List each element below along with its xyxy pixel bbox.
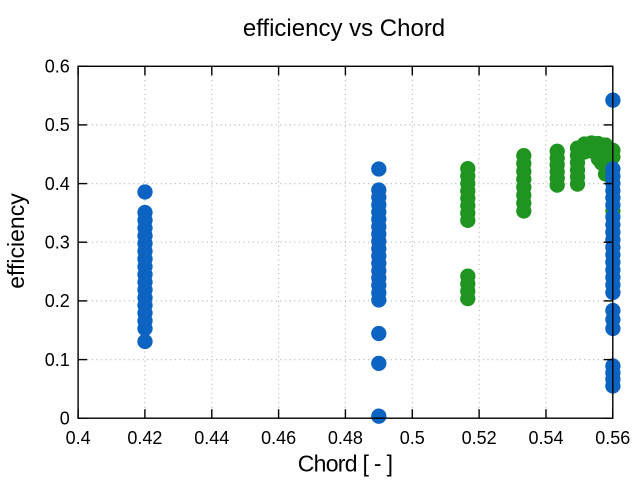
svg-text:0.5: 0.5 — [400, 428, 425, 448]
svg-text:0: 0 — [60, 409, 70, 429]
svg-text:0.54: 0.54 — [528, 428, 563, 448]
svg-text:0.56: 0.56 — [595, 428, 630, 448]
svg-text:0.5: 0.5 — [45, 115, 70, 135]
svg-text:0.48: 0.48 — [328, 428, 363, 448]
svg-text:0.3: 0.3 — [45, 233, 70, 253]
svg-text:0.46: 0.46 — [261, 428, 296, 448]
svg-text:0.4: 0.4 — [66, 428, 91, 448]
svg-text:0.1: 0.1 — [45, 350, 70, 370]
svg-text:0.52: 0.52 — [462, 428, 497, 448]
svg-text:0.4: 0.4 — [45, 174, 70, 194]
svg-text:0.6: 0.6 — [45, 57, 70, 77]
svg-text:0.42: 0.42 — [127, 428, 162, 448]
svg-text:0.2: 0.2 — [45, 291, 70, 311]
svg-text:efficiency vs Chord: efficiency vs Chord — [243, 15, 445, 42]
svg-text:Chord [ - ]: Chord [ - ] — [298, 451, 393, 477]
svg-text:0.44: 0.44 — [194, 428, 229, 448]
svg-text:efficiency: efficiency — [3, 193, 29, 289]
